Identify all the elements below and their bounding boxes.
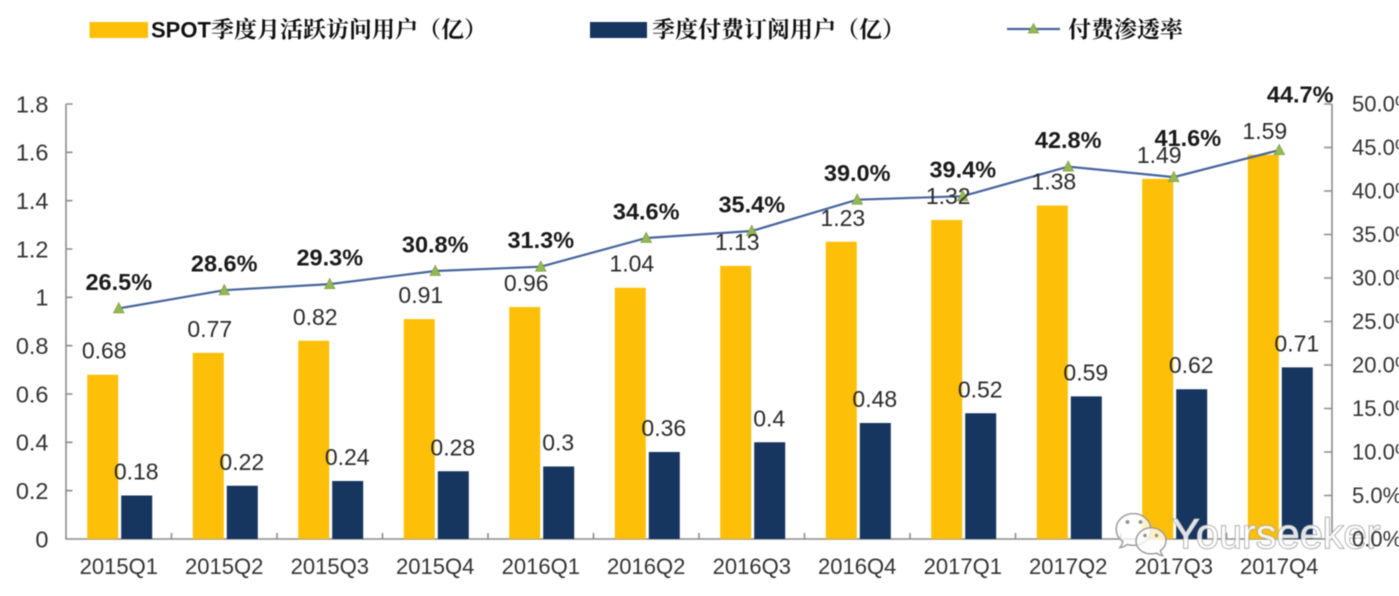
svg-text:50.0%: 50.0% (1352, 92, 1399, 117)
svg-text:0.71: 0.71 (1274, 330, 1319, 356)
svg-text:26.5%: 26.5% (85, 269, 152, 295)
svg-text:2015Q1: 2015Q1 (80, 554, 158, 579)
svg-text:29.3%: 29.3% (296, 245, 363, 271)
svg-text:0.24: 0.24 (325, 444, 370, 470)
svg-text:0.59: 0.59 (1063, 359, 1108, 385)
svg-text:28.6%: 28.6% (191, 251, 258, 277)
svg-text:41.6%: 41.6% (1154, 125, 1221, 151)
svg-text:1.8: 1.8 (16, 91, 49, 117)
svg-text:0.91: 0.91 (398, 282, 443, 308)
svg-text:0.52: 0.52 (958, 376, 1003, 402)
svg-text:2015Q2: 2015Q2 (185, 554, 263, 579)
svg-text:1.2: 1.2 (16, 236, 49, 262)
svg-text:0.6: 0.6 (16, 381, 49, 407)
svg-text:1.59: 1.59 (1242, 118, 1287, 144)
svg-text:2017Q3: 2017Q3 (1135, 554, 1213, 579)
svg-text:1.32: 1.32 (926, 183, 971, 209)
svg-text:1.04: 1.04 (609, 251, 654, 277)
svg-text:0.36: 0.36 (641, 415, 686, 441)
svg-text:0.4: 0.4 (16, 430, 49, 456)
svg-text:35.4%: 35.4% (718, 192, 785, 218)
svg-text:39.4%: 39.4% (929, 157, 996, 183)
svg-text:0.22: 0.22 (219, 449, 264, 475)
svg-text:0.4: 0.4 (753, 405, 785, 431)
svg-text:0.8: 0.8 (16, 333, 49, 359)
svg-text:10.0%: 10.0% (1352, 440, 1399, 465)
svg-text:1.6: 1.6 (16, 140, 49, 166)
svg-text:2017Q1: 2017Q1 (924, 554, 1002, 579)
svg-text:34.6%: 34.6% (613, 199, 680, 225)
svg-text:1.38: 1.38 (1031, 169, 1076, 195)
svg-text:SPOT: SPOT (151, 18, 211, 43)
svg-text:30.0%: 30.0% (1352, 266, 1399, 291)
svg-text:2016Q2: 2016Q2 (607, 554, 685, 579)
svg-text:25.0%: 25.0% (1352, 309, 1399, 334)
svg-text:0.68: 0.68 (82, 338, 127, 364)
svg-text:5.0%: 5.0% (1352, 483, 1399, 508)
svg-text:0.18: 0.18 (114, 459, 159, 485)
svg-text:35.0%: 35.0% (1352, 222, 1399, 247)
svg-text:0.28: 0.28 (430, 434, 475, 460)
svg-text:30.8%: 30.8% (402, 232, 469, 258)
svg-text:2016Q3: 2016Q3 (713, 554, 791, 579)
svg-text:1.13: 1.13 (715, 229, 760, 255)
svg-text:0.3: 0.3 (542, 430, 574, 456)
svg-text:45.0%: 45.0% (1352, 135, 1399, 160)
svg-text:2016Q1: 2016Q1 (502, 554, 580, 579)
svg-text:2015Q4: 2015Q4 (396, 554, 474, 579)
svg-text:0.96: 0.96 (504, 270, 549, 296)
svg-text:15.0%: 15.0% (1352, 396, 1399, 421)
svg-text:2017Q4: 2017Q4 (1240, 554, 1318, 579)
svg-text:1: 1 (35, 285, 48, 311)
svg-text:2017Q2: 2017Q2 (1029, 554, 1107, 579)
svg-text:1.4: 1.4 (16, 188, 49, 214)
svg-text:0.48: 0.48 (852, 386, 897, 412)
svg-text:2016Q4: 2016Q4 (818, 554, 896, 579)
svg-text:40.0%: 40.0% (1352, 179, 1399, 204)
svg-text:1.23: 1.23 (820, 205, 865, 231)
svg-text:0: 0 (35, 526, 48, 552)
svg-text:Yourseeker: Yourseeker (1172, 510, 1381, 557)
svg-text:0.62: 0.62 (1169, 352, 1214, 378)
svg-text:42.8%: 42.8% (1035, 127, 1102, 153)
svg-text:0.82: 0.82 (293, 304, 338, 330)
svg-text:31.3%: 31.3% (507, 227, 574, 253)
svg-text:1.49: 1.49 (1137, 142, 1182, 168)
svg-text:2015Q3: 2015Q3 (291, 554, 369, 579)
svg-text:20.0%: 20.0% (1352, 353, 1399, 378)
svg-text:0.77: 0.77 (187, 316, 232, 342)
svg-text:0.2: 0.2 (16, 478, 49, 504)
svg-text:39.0%: 39.0% (824, 160, 891, 186)
svg-text:0.0%: 0.0% (1352, 527, 1399, 552)
svg-text:44.7%: 44.7% (1267, 82, 1334, 108)
